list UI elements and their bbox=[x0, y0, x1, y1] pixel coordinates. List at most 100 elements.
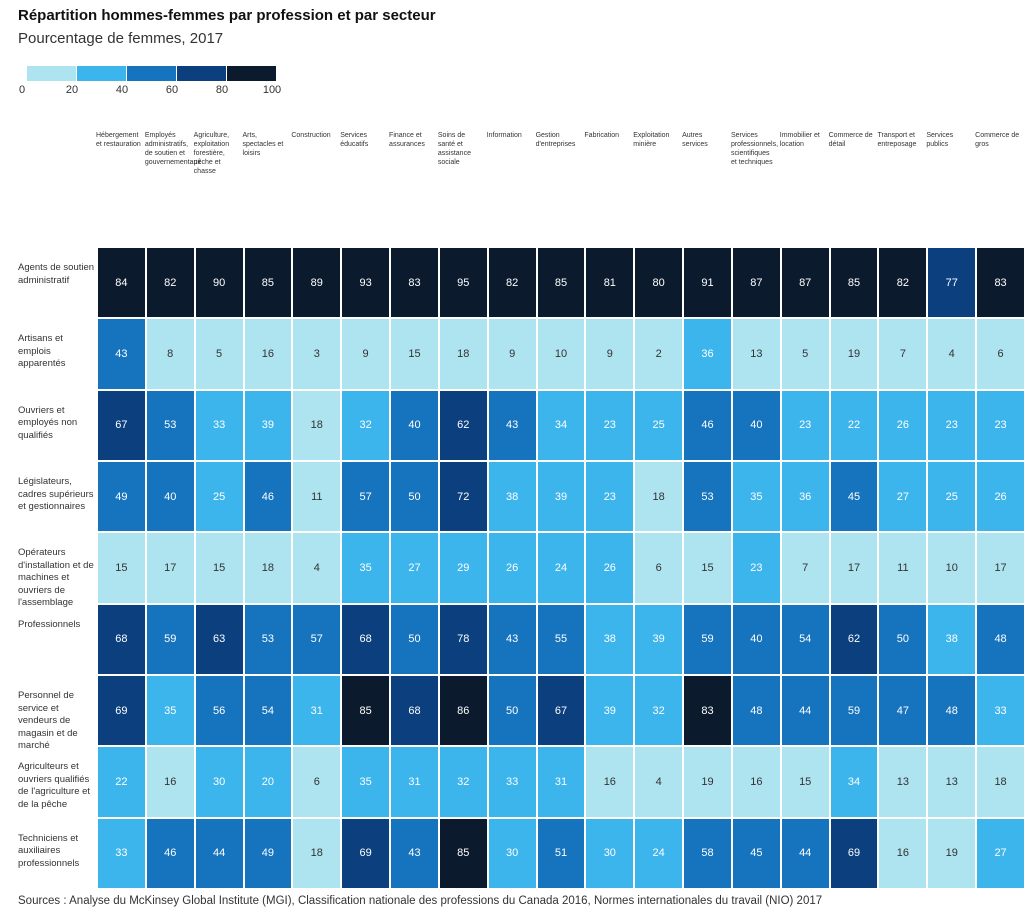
heatmap-cell: 35 bbox=[342, 533, 390, 603]
heatmap-cell: 17 bbox=[146, 533, 194, 603]
heatmap-cell: 35 bbox=[732, 462, 780, 532]
heatmap-cell: 67 bbox=[537, 676, 585, 746]
heatmap-cell: 33 bbox=[488, 747, 536, 817]
heatmap-cell: 82 bbox=[488, 248, 536, 318]
heatmap-cell: 27 bbox=[977, 818, 1024, 888]
heatmap-cell: 24 bbox=[537, 533, 585, 603]
cell-label: 13 bbox=[945, 775, 958, 788]
heatmap-cell: 48 bbox=[928, 676, 976, 746]
cell-label: 23 bbox=[603, 490, 616, 503]
cell-label: 87 bbox=[799, 276, 812, 289]
cell-label: 3 bbox=[313, 347, 320, 360]
cell-label: 38 bbox=[506, 490, 519, 503]
cell-label: 68 bbox=[408, 704, 421, 717]
heatmap-cell: 31 bbox=[537, 747, 585, 817]
heatmap-cell: 49 bbox=[98, 462, 145, 532]
cell-label: 32 bbox=[359, 419, 372, 432]
column-label: Finance et assurances bbox=[389, 132, 425, 148]
cell-label: 23 bbox=[750, 561, 763, 574]
heatmap-cell: 22 bbox=[98, 747, 145, 817]
cell-label: 17 bbox=[847, 561, 861, 574]
row-label: Opérateurs d'installation et de machines… bbox=[18, 547, 94, 609]
cell-label: 25 bbox=[652, 419, 665, 432]
heatmap-cell: 50 bbox=[391, 604, 438, 674]
cell-label: 9 bbox=[362, 347, 369, 360]
cell-label: 7 bbox=[802, 561, 809, 574]
heatmap-cell: 54 bbox=[781, 604, 829, 674]
heatmap-cell: 62 bbox=[830, 604, 878, 674]
heatmap-cell: 9 bbox=[342, 319, 390, 389]
cell-label: 7 bbox=[899, 347, 906, 360]
heatmap-cell: 24 bbox=[635, 818, 683, 888]
cell-label: 85 bbox=[457, 847, 470, 860]
cell-label: 68 bbox=[359, 633, 372, 646]
heatmap-cell: 10 bbox=[928, 533, 976, 603]
cell-label: 40 bbox=[408, 419, 421, 432]
heatmap-cell: 43 bbox=[488, 390, 536, 460]
heatmap-cell: 50 bbox=[879, 604, 927, 674]
cell-label: 15 bbox=[701, 561, 714, 574]
heatmap-cell: 72 bbox=[439, 462, 487, 532]
cell-label: 6 bbox=[655, 561, 662, 574]
cell-label: 50 bbox=[408, 490, 421, 503]
cell-label: 72 bbox=[457, 490, 470, 503]
row-label: Agents de soutien administratif bbox=[18, 262, 95, 286]
heatmap-cell: 67 bbox=[98, 390, 145, 460]
cell-label: 4 bbox=[948, 347, 955, 360]
heatmap-cell: 7 bbox=[781, 533, 829, 603]
heatmap-cell: 47 bbox=[879, 676, 927, 746]
cell-label: 6 bbox=[997, 347, 1004, 360]
cell-label: 82 bbox=[164, 276, 177, 289]
cell-label: 43 bbox=[115, 347, 128, 360]
heatmap-cell: 35 bbox=[146, 676, 194, 746]
cell-label: 4 bbox=[313, 561, 320, 574]
heatmap-cell: 83 bbox=[977, 248, 1024, 318]
cell-label: 19 bbox=[945, 847, 958, 860]
heatmap-cell: 48 bbox=[977, 604, 1024, 674]
cell-label: 45 bbox=[847, 490, 861, 503]
heatmap-cell: 30 bbox=[488, 818, 536, 888]
column-label: Information bbox=[486, 132, 522, 139]
column-label: Commerce de détail bbox=[828, 132, 873, 148]
heatmap-cell: 43 bbox=[391, 818, 438, 888]
heatmap-cell: 11 bbox=[879, 533, 927, 603]
heatmap-cell: 27 bbox=[879, 462, 927, 532]
heatmap-cell: 25 bbox=[195, 462, 243, 532]
cell-label: 50 bbox=[506, 704, 519, 717]
heatmap-cell: 39 bbox=[586, 676, 634, 746]
cell-label: 5 bbox=[802, 347, 809, 360]
cell-label: 18 bbox=[310, 847, 323, 860]
row-label: Techniciens et auxiliaires professionnel… bbox=[18, 832, 80, 869]
legend-swatch bbox=[177, 66, 226, 81]
heatmap-cell: 93 bbox=[342, 248, 390, 318]
heatmap-cell: 59 bbox=[830, 676, 878, 746]
heatmap-cell: 5 bbox=[195, 319, 243, 389]
heatmap-cell: 85 bbox=[830, 248, 878, 318]
chart-subtitle: Pourcentage de femmes, 2017 bbox=[18, 30, 224, 47]
legend-swatch bbox=[127, 66, 176, 81]
cell-label: 27 bbox=[994, 847, 1007, 860]
heatmap-cell: 86 bbox=[439, 676, 487, 746]
cell-label: 33 bbox=[994, 704, 1007, 717]
cell-label: 34 bbox=[847, 775, 861, 788]
cell-label: 59 bbox=[847, 704, 861, 717]
heatmap-cell: 56 bbox=[195, 676, 243, 746]
heatmap-cell: 44 bbox=[781, 818, 829, 888]
cell-label: 26 bbox=[994, 490, 1007, 503]
heatmap-cell: 46 bbox=[146, 818, 194, 888]
heatmap-cell: 23 bbox=[732, 533, 780, 603]
heatmap-cell: 19 bbox=[830, 319, 878, 389]
cell-label: 9 bbox=[606, 347, 613, 360]
cell-label: 40 bbox=[750, 633, 763, 646]
heatmap-cell: 53 bbox=[244, 604, 292, 674]
cell-label: 85 bbox=[359, 704, 372, 717]
heatmap-cell: 69 bbox=[342, 818, 390, 888]
heatmap-cell: 33 bbox=[195, 390, 243, 460]
heatmap-cell: 26 bbox=[586, 533, 634, 603]
cell-label: 77 bbox=[945, 276, 958, 289]
legend-swatch bbox=[227, 66, 276, 81]
heatmap-cell: 13 bbox=[732, 319, 780, 389]
cell-label: 83 bbox=[994, 276, 1007, 289]
cell-label: 39 bbox=[603, 704, 616, 717]
cell-label: 26 bbox=[603, 561, 616, 574]
